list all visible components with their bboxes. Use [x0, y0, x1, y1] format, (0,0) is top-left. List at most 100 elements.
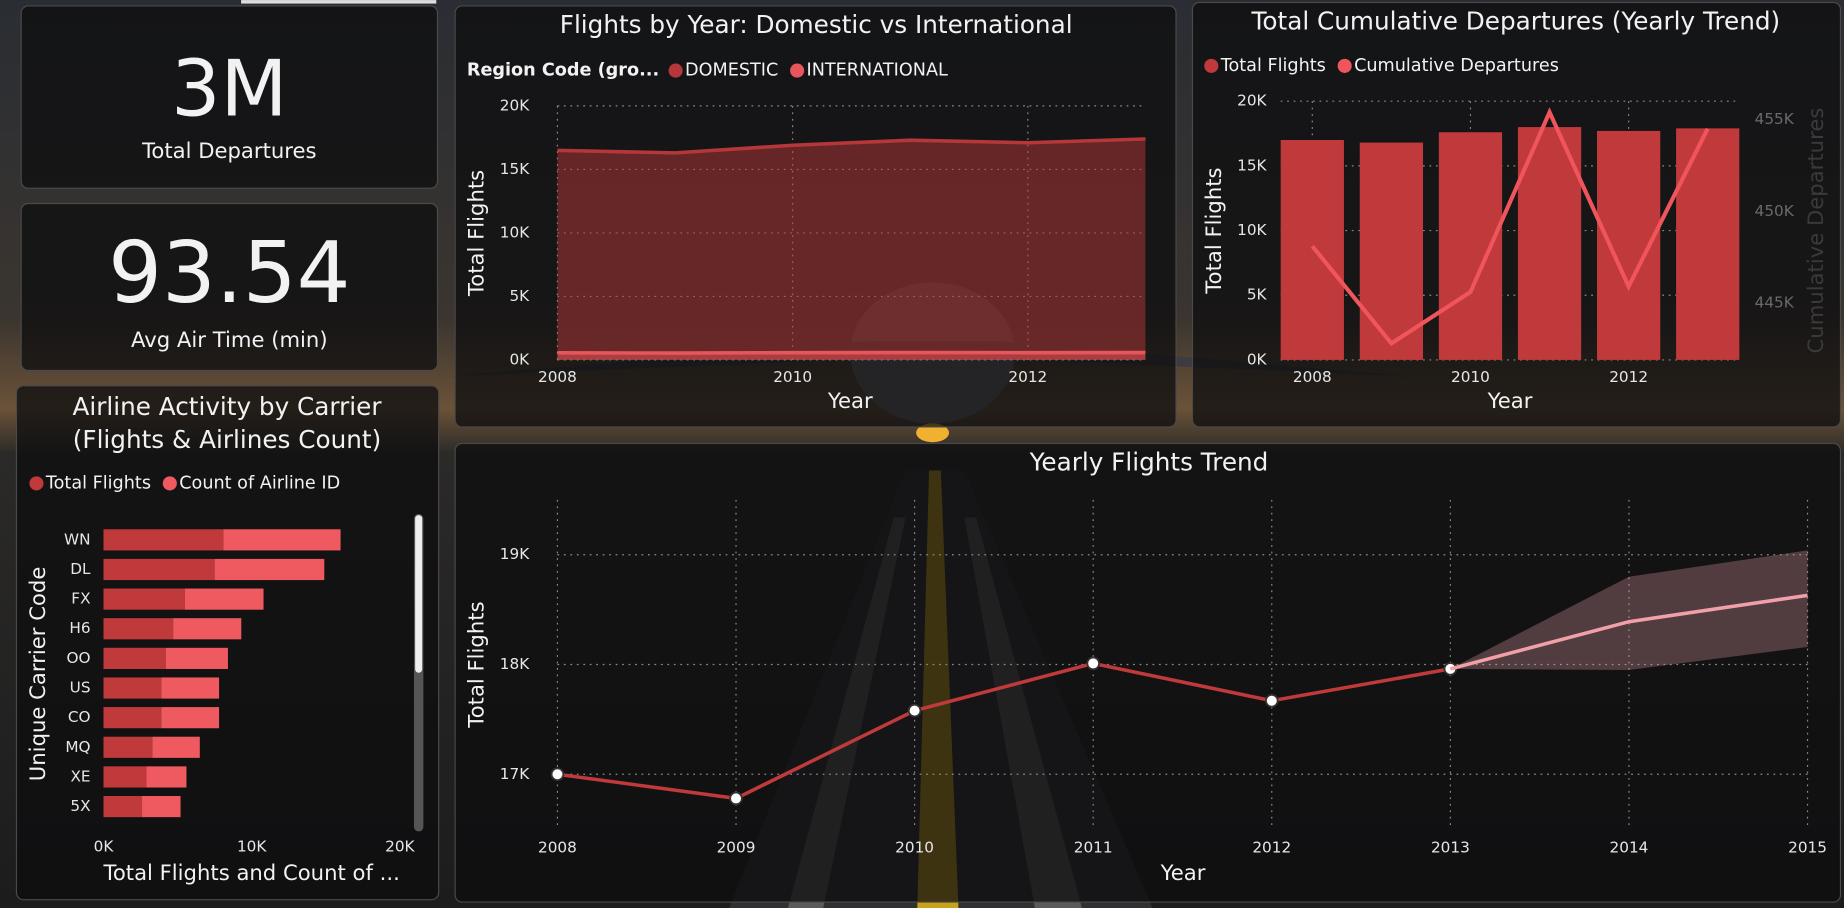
- x-axis-title: Year: [1487, 388, 1533, 413]
- point: [907, 703, 922, 718]
- bar: [103, 618, 174, 640]
- y-tick-label: 10K: [500, 223, 530, 241]
- y-tick-label: XE: [70, 767, 90, 785]
- chart-title: (Flights & Airlines Count): [73, 425, 381, 454]
- bar: [161, 677, 220, 699]
- bar: [1676, 128, 1740, 360]
- point: [1086, 656, 1100, 671]
- x-tick-label: 2011: [1074, 838, 1113, 856]
- y-axis-title: Unique Carrier Code: [25, 567, 50, 782]
- bar: [146, 766, 187, 788]
- x-tick-label: 2008: [538, 368, 577, 386]
- x-tick-label: 2013: [1431, 838, 1470, 856]
- x-tick-label: 20K: [385, 837, 415, 855]
- chart-title: Airline Activity by Carrier: [72, 392, 382, 421]
- y-axis-title: Total Flights: [463, 601, 488, 728]
- y-tick-label: WN: [64, 530, 91, 548]
- x-tick-label: 2012: [1008, 368, 1047, 386]
- y-tick-label: 18K: [500, 655, 530, 673]
- y-tick-label: US: [70, 679, 91, 697]
- point: [1265, 693, 1279, 708]
- bar: [142, 795, 181, 818]
- card-label: Total Departures: [141, 138, 317, 163]
- scrollbar-thumb[interactable]: [415, 515, 423, 673]
- bar: [103, 736, 153, 758]
- y-tick-label: 15K: [1237, 156, 1267, 174]
- chart-panel: [454, 442, 1842, 903]
- bar: [103, 707, 162, 729]
- y-tick-label: 17K: [500, 765, 530, 783]
- bar: [165, 647, 228, 669]
- y-tick-label: 19K: [500, 545, 530, 563]
- bar: [103, 766, 147, 788]
- legend-label: Total Flights: [1220, 56, 1326, 76]
- legend-title: Region Code (gro...: [467, 61, 659, 81]
- y-tick-label: H6: [69, 619, 90, 637]
- card-panel: [20, 202, 439, 372]
- bar: [1359, 142, 1424, 360]
- y2-tick-label: 450K: [1755, 202, 1795, 220]
- x-axis-title: Year: [1160, 860, 1206, 885]
- series-line: [557, 661, 1451, 801]
- card-panel: [20, 5, 439, 189]
- y-tick-label: 10K: [1237, 221, 1267, 239]
- confidence-band: [1450, 550, 1808, 670]
- bar: [1517, 127, 1582, 360]
- chart-title: Flights by Year: Domestic vs Internation…: [560, 10, 1073, 39]
- y-axis-title: Total Flights: [463, 170, 488, 297]
- x-tick-label: 2010: [895, 838, 934, 856]
- card-value: 3M: [171, 45, 287, 135]
- legend-label: Total Flights: [45, 473, 151, 493]
- x-tick-label: 2012: [1609, 368, 1648, 386]
- bar: [103, 795, 143, 818]
- y-axis-title: Total Flights: [1201, 167, 1226, 294]
- x-tick-label: 2012: [1252, 838, 1291, 856]
- x-tick-label: 2008: [538, 838, 577, 856]
- x-tick-label: 2015: [1788, 838, 1827, 856]
- legend-label: DOMESTIC: [685, 61, 778, 81]
- chart-panel: [15, 385, 440, 901]
- legend-swatch: [790, 63, 805, 78]
- x-tick-label: 2008: [1293, 368, 1332, 386]
- bar: [103, 529, 224, 551]
- forecast-line: [1449, 593, 1808, 671]
- legend-swatch: [1204, 58, 1219, 73]
- point: [550, 767, 565, 782]
- y2-axis-title: Cumulative Departures: [1803, 108, 1828, 354]
- x-tick-label: 2010: [773, 368, 812, 386]
- series-line: [1310, 107, 1710, 347]
- chart-title: Yearly Flights Trend: [1029, 447, 1269, 476]
- bar: [103, 647, 166, 669]
- y-tick-label: 20K: [1237, 92, 1267, 110]
- legend-label: INTERNATIONAL: [807, 61, 948, 81]
- series-line: [557, 137, 1146, 155]
- bar: [184, 588, 264, 610]
- y-tick-label: 20K: [500, 96, 530, 114]
- bar: [103, 677, 162, 699]
- bar: [161, 707, 220, 729]
- x-tick-label: 10K: [237, 837, 267, 855]
- x-tick-label: 0K: [94, 837, 115, 855]
- y-tick-label: 15K: [500, 160, 530, 178]
- bar: [223, 529, 341, 551]
- bar: [103, 588, 185, 610]
- y-tick-label: OO: [67, 649, 91, 667]
- y-tick-label: 5K: [509, 287, 530, 305]
- bar: [173, 618, 242, 640]
- card-label: Avg Air Time (min): [131, 327, 328, 352]
- y-tick-label: 5X: [70, 797, 90, 815]
- x-axis-title: Year: [827, 388, 873, 413]
- legend-label: Count of Airline ID: [179, 473, 340, 493]
- plane-light: [916, 423, 950, 443]
- y-tick-label: 0K: [509, 350, 530, 368]
- legend-swatch: [29, 476, 44, 491]
- y2-tick-label: 445K: [1755, 294, 1795, 312]
- y-tick-label: MQ: [65, 738, 90, 756]
- series-line: [557, 350, 1146, 355]
- y-tick-label: CO: [68, 708, 91, 726]
- y2-tick-label: 455K: [1755, 110, 1795, 128]
- x-axis-title: Total Flights and Count of ...: [103, 860, 400, 885]
- x-tick-label: 2014: [1610, 838, 1649, 856]
